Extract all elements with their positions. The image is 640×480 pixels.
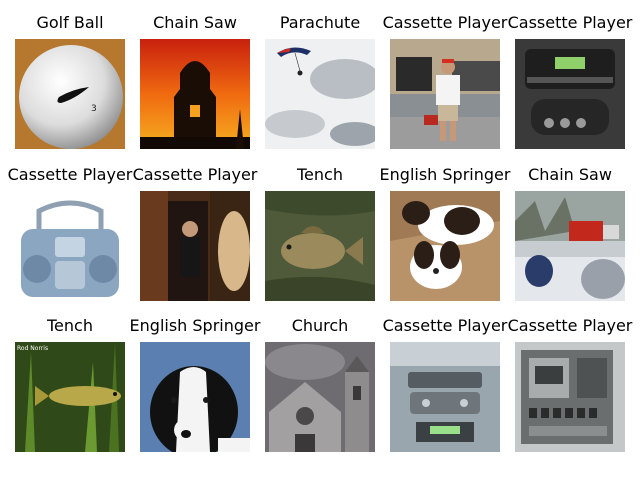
- image-label: English Springer: [129, 316, 261, 335]
- image-label: Cassette Player: [132, 165, 258, 184]
- cassette-player-image: [515, 39, 625, 149]
- image-label: Cassette Player: [507, 316, 633, 335]
- image-label: Cassette Player: [382, 13, 508, 32]
- image-caption: Rod Norris: [17, 345, 48, 352]
- image-label: Chain Saw: [153, 13, 237, 32]
- svg-text:3: 3: [91, 104, 97, 114]
- tench-image: [265, 191, 375, 301]
- cassette-player-image: [390, 39, 500, 149]
- church-image: [265, 342, 375, 452]
- image-label: Church: [291, 316, 349, 335]
- golf-ball-image: 3: [15, 39, 125, 149]
- image-label: Cassette Player: [507, 13, 633, 32]
- image-label: Parachute: [279, 13, 361, 32]
- image-label: Golf Ball: [36, 13, 104, 32]
- image-label: Tench: [47, 316, 93, 335]
- cassette-player-image: [515, 342, 625, 452]
- chain-saw-image: [140, 39, 250, 149]
- cassette-player-image: [390, 342, 500, 452]
- parachute-image: [265, 39, 375, 149]
- english-springer-image: [390, 191, 500, 301]
- image-label: Cassette Player: [382, 316, 508, 335]
- image-label: Cassette Player: [7, 165, 133, 184]
- cassette-player-image: [140, 191, 250, 301]
- image-label: Chain Saw: [528, 165, 612, 184]
- english-springer-image: [140, 342, 250, 452]
- cassette-player-image: [15, 191, 125, 301]
- image-label: Tench: [297, 165, 343, 184]
- image-label: English Springer: [379, 165, 511, 184]
- chain-saw-image: [515, 191, 625, 301]
- tench-image: Rod Norris: [15, 342, 125, 452]
